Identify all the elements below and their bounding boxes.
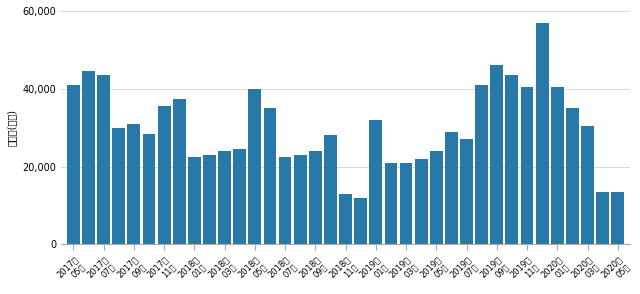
Bar (385, 163, 397, 244)
Bar (203, 155, 216, 244)
Bar (476, 85, 488, 244)
Y-axis label: 거래량(건수): 거래량(건수) (7, 109, 17, 146)
Bar (324, 136, 337, 244)
Bar (309, 151, 322, 244)
Bar (264, 108, 276, 244)
Bar (506, 75, 518, 244)
Bar (399, 163, 413, 244)
Bar (339, 194, 352, 244)
Bar (551, 87, 564, 244)
Bar (294, 155, 307, 244)
Bar (82, 71, 95, 244)
Bar (369, 120, 382, 244)
Bar (581, 126, 594, 244)
Bar (430, 151, 443, 244)
Bar (188, 157, 201, 244)
Bar (248, 89, 261, 244)
Bar (112, 128, 125, 244)
Bar (520, 87, 534, 244)
Bar (127, 124, 140, 244)
Bar (67, 85, 80, 244)
Bar (173, 98, 186, 244)
Bar (536, 23, 548, 244)
Bar (460, 139, 473, 244)
Bar (157, 106, 170, 244)
Bar (596, 192, 609, 244)
Bar (611, 192, 624, 244)
Bar (566, 108, 579, 244)
Bar (415, 159, 428, 244)
Bar (278, 157, 291, 244)
Bar (490, 66, 503, 244)
Bar (445, 132, 458, 244)
Bar (355, 198, 367, 244)
Bar (218, 151, 231, 244)
Bar (143, 133, 156, 244)
Bar (233, 149, 246, 244)
Bar (97, 75, 110, 244)
